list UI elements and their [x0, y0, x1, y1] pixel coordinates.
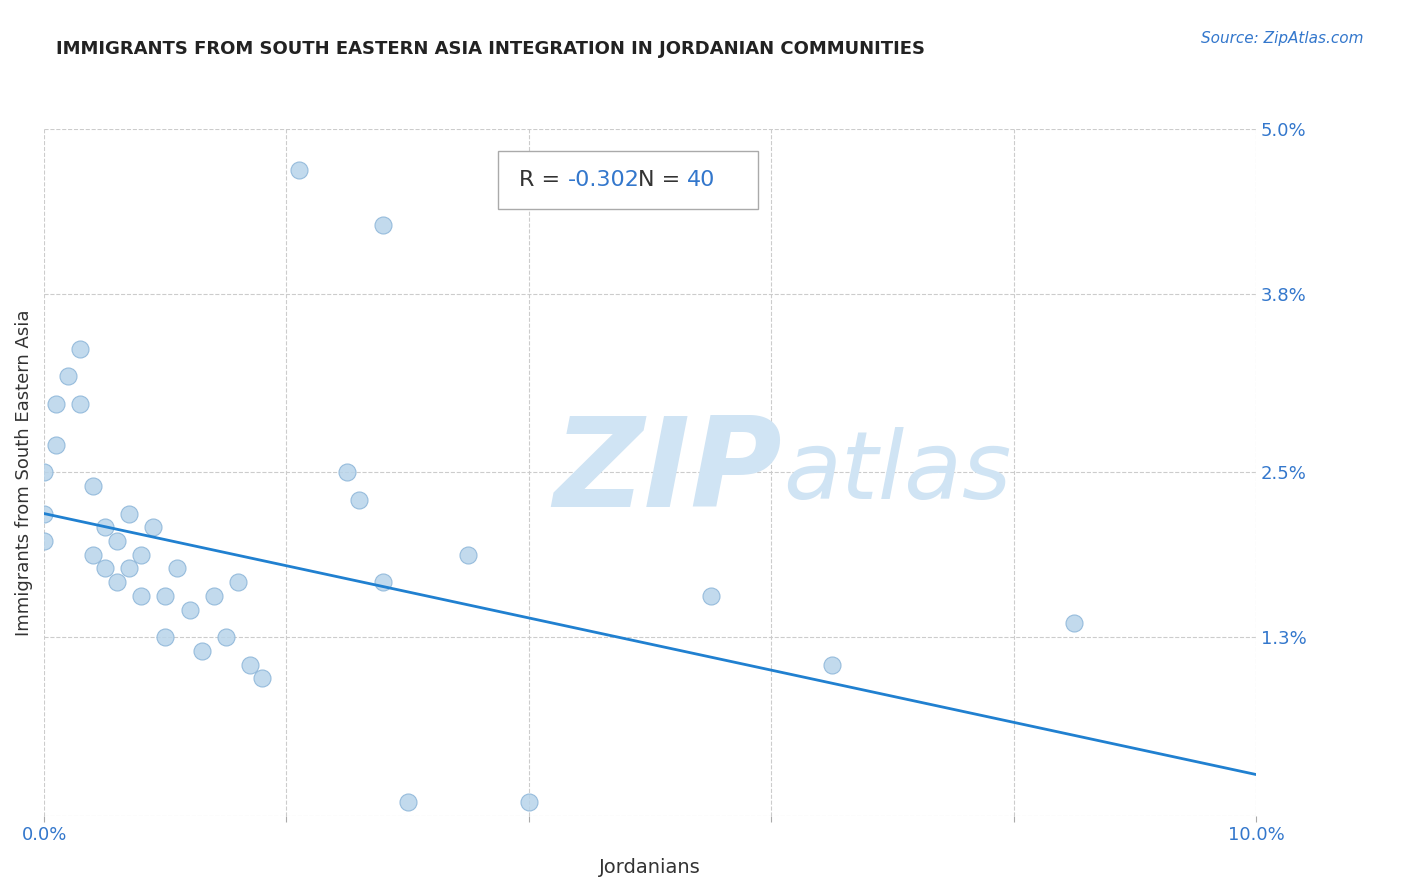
Point: [142, 520, 165, 534]
Point: [1063, 616, 1085, 631]
Point: [202, 589, 225, 603]
Text: 40: 40: [688, 170, 716, 190]
Point: [69, 397, 91, 411]
Text: Source: ZipAtlas.com: Source: ZipAtlas.com: [1201, 31, 1364, 46]
Point: [166, 561, 188, 575]
Point: [190, 644, 212, 658]
Text: ZIP: ZIP: [553, 412, 782, 533]
Point: [373, 218, 395, 232]
Point: [179, 603, 201, 617]
Point: [105, 534, 128, 549]
Text: IMMIGRANTS FROM SOUTH EASTERN ASIA INTEGRATION IN JORDANIAN COMMUNITIES: IMMIGRANTS FROM SOUTH EASTERN ASIA INTEG…: [56, 40, 925, 58]
Point: [336, 466, 359, 480]
Point: [129, 548, 152, 562]
Text: atlas: atlas: [783, 427, 1011, 518]
Point: [118, 561, 141, 575]
Point: [155, 630, 177, 644]
Y-axis label: Immigrants from South Eastern Asia: Immigrants from South Eastern Asia: [15, 310, 32, 636]
Point: [45, 397, 67, 411]
Point: [347, 492, 370, 507]
Point: [32, 534, 55, 549]
Point: [821, 657, 844, 672]
Text: -0.302: -0.302: [568, 170, 640, 190]
Point: [457, 548, 479, 562]
Point: [93, 520, 115, 534]
Point: [699, 589, 721, 603]
Point: [226, 575, 249, 590]
Point: [215, 630, 238, 644]
X-axis label: Jordanians: Jordanians: [599, 858, 700, 877]
Point: [252, 671, 274, 685]
Point: [69, 342, 91, 356]
Point: [32, 507, 55, 521]
Point: [129, 589, 152, 603]
Point: [517, 795, 540, 809]
Point: [239, 657, 262, 672]
Point: [396, 795, 419, 809]
Point: [287, 163, 309, 178]
Point: [82, 479, 104, 493]
Point: [82, 548, 104, 562]
Point: [45, 438, 67, 452]
Point: [373, 575, 395, 590]
Point: [32, 466, 55, 480]
Point: [93, 561, 115, 575]
Point: [118, 507, 141, 521]
Point: [105, 575, 128, 590]
Point: [155, 589, 177, 603]
Point: [58, 369, 80, 384]
Text: N =: N =: [638, 170, 688, 190]
Text: R =: R =: [519, 170, 567, 190]
